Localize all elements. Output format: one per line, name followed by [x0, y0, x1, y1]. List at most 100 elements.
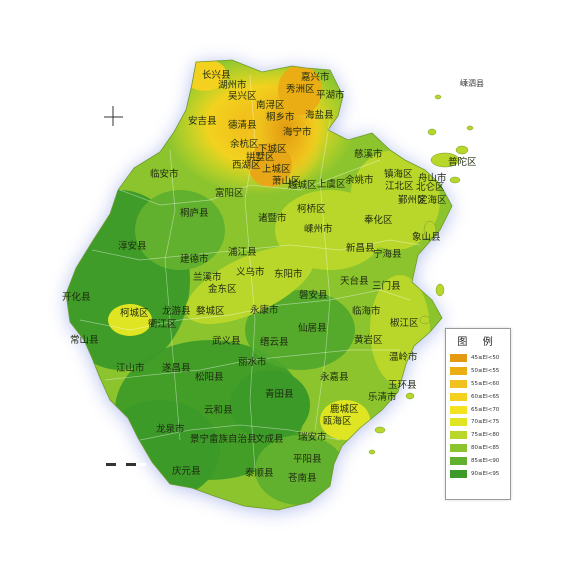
place-label: 浦江县 [228, 246, 257, 258]
place-label: 衢江区 [148, 318, 177, 330]
province-outline [65, 59, 453, 511]
legend-swatch [450, 379, 467, 388]
place-label: 吴兴区 [228, 91, 257, 102]
place-label: 镇海区 [384, 168, 413, 180]
legend-row: 70≤EI<75 [446, 416, 510, 429]
place-label: 瑞安市 [298, 431, 327, 443]
place-label: 黄岩区 [354, 334, 383, 346]
place-label: 江北区 [385, 181, 414, 192]
place-label: 北仑区 [416, 181, 445, 193]
place-label: 椒江区 [390, 317, 419, 329]
islands [368, 94, 474, 455]
place-label: 云和县 [204, 405, 233, 416]
place-label: 三门县 [372, 280, 401, 292]
place-label: 鄞州区 [398, 194, 427, 206]
place-label: 永康市 [250, 304, 279, 316]
place-label: 普陀区 [448, 156, 477, 168]
place-label: 龙泉市 [156, 423, 185, 435]
place-label: 松阳县 [195, 371, 224, 383]
place-label: 遂昌县 [162, 362, 191, 374]
legend-swatch [450, 431, 467, 440]
place-label: 缙云县 [260, 336, 289, 348]
place-label: 建德市 [180, 253, 209, 265]
place-label: 瓯海区 [323, 415, 352, 427]
place-label: 舟山市 [418, 172, 447, 184]
place-label: 秀洲区 [286, 83, 315, 95]
legend-label: 65≤EI<70 [471, 406, 500, 413]
legend-label: 75≤EI<80 [471, 432, 500, 439]
legend-row: 55≤EI<60 [446, 378, 510, 391]
place-label: 湖州市 [218, 79, 247, 91]
place-label: 象山县 [412, 231, 441, 243]
legend-label: 70≤EI<75 [471, 419, 500, 426]
legend-label: 45≤EI<50 [471, 355, 500, 362]
compass-icon [104, 106, 123, 126]
legend-row: 45≤EI<50 [446, 352, 510, 365]
place-label: 柯城区 [120, 307, 149, 319]
place-label: 长兴县 [202, 69, 231, 81]
legend-row: 75≤EI<80 [446, 429, 510, 442]
place-label: 安吉县 [188, 115, 217, 127]
place-label: 拱墅区 [246, 151, 275, 163]
place-label: 平阳县 [293, 454, 322, 465]
legend-label: 60≤EI<65 [471, 393, 500, 400]
place-label: 柯桥区 [297, 203, 326, 215]
legend-row: 90≤EI<95 [446, 467, 510, 480]
place-label: 武义县 [212, 335, 241, 347]
legend-row: 65≤EI<70 [446, 403, 510, 416]
place-label: 嵊州市 [304, 223, 333, 235]
legend-title: 图 例 [457, 337, 499, 348]
place-label: 青田县 [265, 388, 294, 400]
place-label: 鹿城区 [330, 403, 359, 415]
place-label: 平湖市 [316, 89, 345, 101]
place-label: 越城区 [288, 179, 317, 191]
place-label: 西湖区 [232, 160, 261, 171]
county-borders [79, 74, 421, 471]
legend-swatch [450, 418, 467, 427]
place-label: 海盐县 [305, 109, 334, 121]
map-legend: 图 例 45≤EI<50 50≤EI<55 55≤EI<60 60≤EI<65 65≤E… [445, 328, 511, 500]
legend-label: 90≤EI<95 [471, 470, 500, 477]
place-label: 宁海县 [373, 248, 402, 260]
legend-swatch [450, 456, 467, 465]
legend-label: 55≤EI<60 [471, 380, 500, 387]
legend-row: 80≤EI<85 [446, 442, 510, 455]
place-label: 临安市 [150, 168, 179, 180]
legend-swatch [450, 405, 467, 414]
place-label: 上虞区 [317, 178, 346, 190]
place-label: 东阳市 [274, 268, 303, 280]
place-label: 下城区 [258, 144, 287, 155]
legend-swatch [450, 354, 467, 363]
place-label: 龙游县 [162, 305, 191, 317]
place-label: 文成县 [255, 433, 284, 445]
legend-row: 85≤EI<90 [446, 454, 510, 467]
place-label: 庆元县 [172, 465, 201, 477]
place-label: 丽水市 [238, 356, 267, 368]
place-label: 南浔区 [256, 99, 285, 111]
place-label: 余杭区 [230, 138, 259, 150]
place-label: 永嘉县 [320, 371, 349, 383]
place-label: 诸暨市 [258, 212, 287, 224]
place-label: 临海市 [352, 305, 381, 317]
island-label: 嵊泗县 [460, 78, 484, 88]
legend-swatch [450, 392, 467, 401]
legend-row: 50≤EI<55 [446, 365, 510, 378]
place-label: 乐清市 [368, 391, 397, 403]
legend-swatch [450, 443, 467, 452]
legend-swatch [450, 469, 467, 478]
legend-label: 50≤EI<55 [471, 368, 500, 375]
place-label: 萧山区 [272, 175, 301, 187]
legend-items: 45≤EI<50 50≤EI<55 55≤EI<60 60≤EI<65 65≤EI<70… [446, 352, 510, 480]
place-label: 磐安县 [299, 289, 328, 301]
legend-label: 85≤EI<90 [471, 457, 500, 464]
place-label: 桐庐县 [180, 207, 209, 219]
place-label: 慈溪市 [354, 148, 383, 160]
scale-bar-icon [106, 463, 146, 466]
place-label: 奉化区 [364, 214, 393, 226]
place-label: 开化县 [62, 291, 91, 303]
place-label: 温岭市 [389, 351, 418, 363]
place-label: 仙居县 [298, 322, 327, 334]
place-label: 玉环县 [388, 380, 417, 391]
